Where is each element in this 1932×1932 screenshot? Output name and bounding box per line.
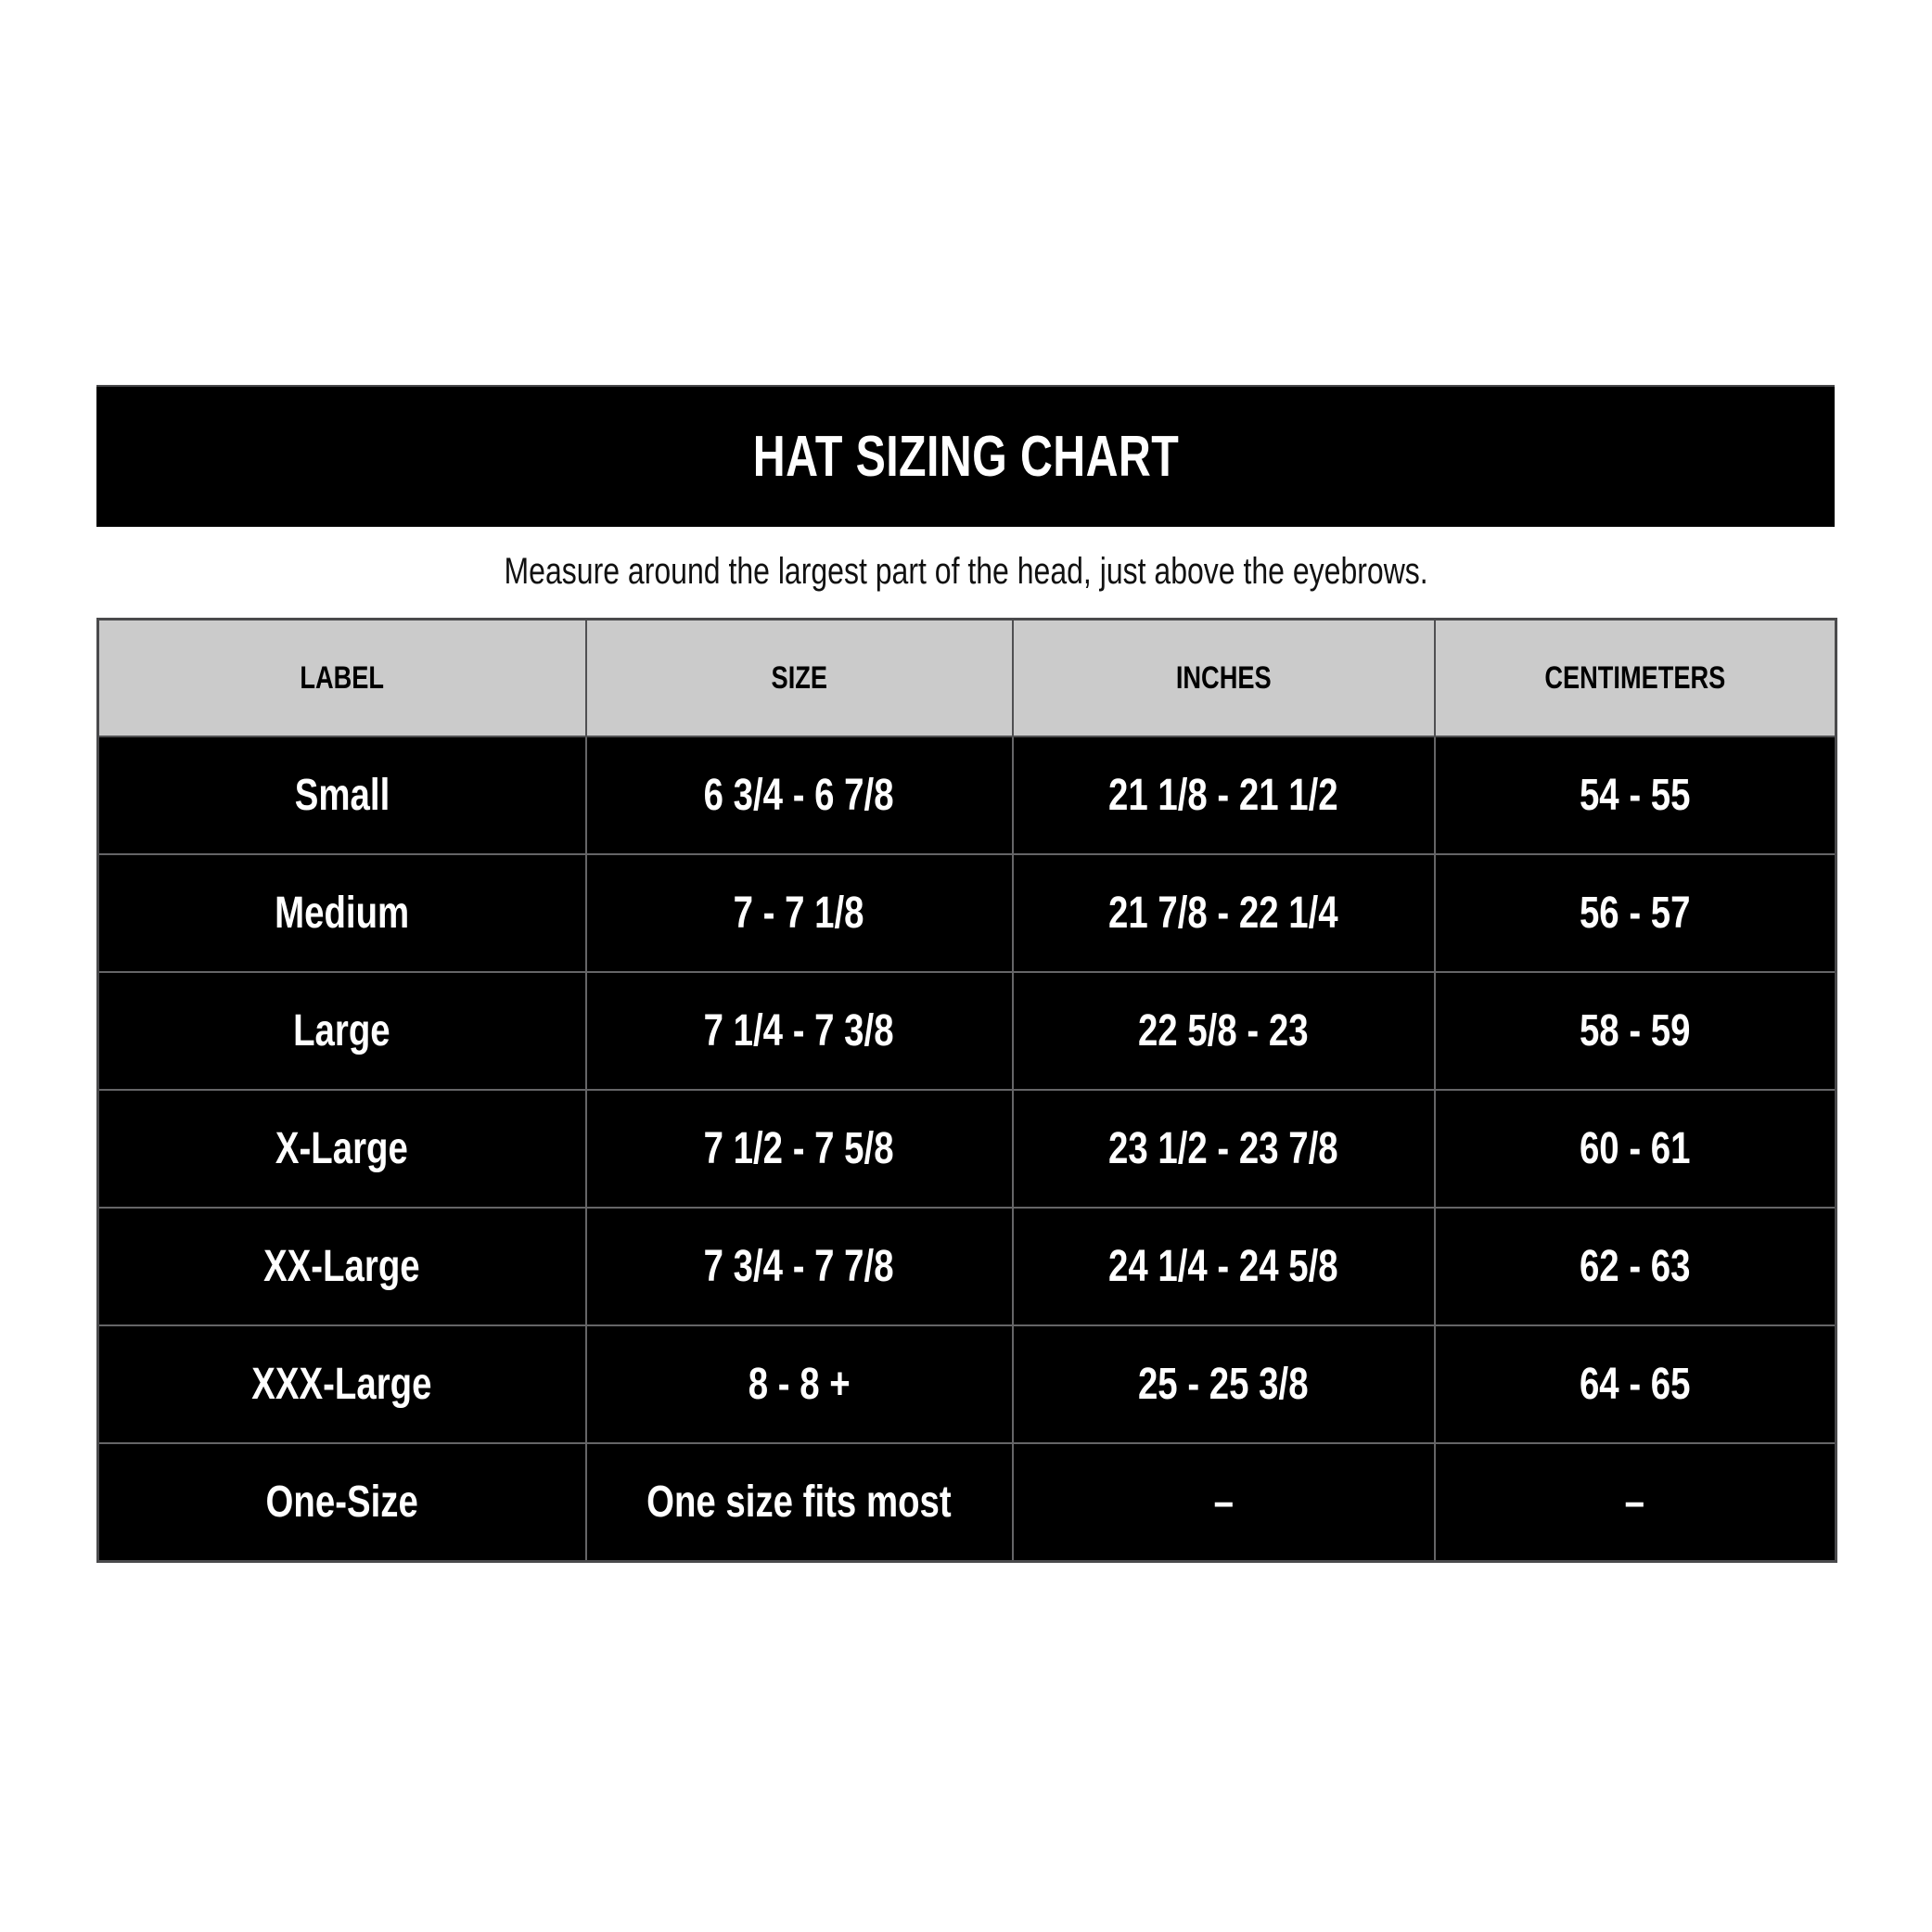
table-row-xx-large: XX-Large 7 3/4 - 7 7/8 24 1/4 - 24 5/8 6… xyxy=(96,1207,1837,1326)
cell-inches: 21 1/8 - 21 1/2 xyxy=(1011,736,1436,855)
cell-label: Medium xyxy=(96,853,587,973)
cell-centimeters: 56 - 57 xyxy=(1433,853,1837,973)
cell-inches: 22 5/8 - 23 xyxy=(1011,971,1436,1091)
cell-size: 7 1/2 - 7 5/8 xyxy=(584,1089,1014,1209)
column-header-label: LABEL xyxy=(96,618,587,737)
cell-label: Small xyxy=(96,736,587,855)
cell-size: One size fits most xyxy=(584,1442,1014,1563)
cell-centimeters: 54 - 55 xyxy=(1433,736,1837,855)
table-header-row: LABEL SIZE INCHES CENTIMETERS xyxy=(96,618,1837,737)
cell-inches: – xyxy=(1011,1442,1436,1563)
column-header-inches: INCHES xyxy=(1011,618,1436,737)
subtitle-text: Measure around the largest part of the h… xyxy=(504,551,1428,592)
title-banner: HAT SIZING CHART xyxy=(96,385,1835,527)
table-row-x-large: X-Large 7 1/2 - 7 5/8 23 1/2 - 23 7/8 60… xyxy=(96,1089,1837,1209)
cell-size: 7 1/4 - 7 3/8 xyxy=(584,971,1014,1091)
table-row-xxx-large: XXX-Large 8 - 8 + 25 - 25 3/8 64 - 65 xyxy=(96,1324,1837,1444)
table-row-small: Small 6 3/4 - 6 7/8 21 1/8 - 21 1/2 54 -… xyxy=(96,736,1837,855)
subtitle: Measure around the largest part of the h… xyxy=(0,547,1932,595)
page-title: HAT SIZING CHART xyxy=(693,424,1239,489)
table-body: Small 6 3/4 - 6 7/8 21 1/8 - 21 1/2 54 -… xyxy=(96,736,1837,1563)
cell-size: 6 3/4 - 6 7/8 xyxy=(584,736,1014,855)
cell-centimeters: – xyxy=(1433,1442,1837,1563)
cell-centimeters: 62 - 63 xyxy=(1433,1207,1837,1326)
cell-inches: 25 - 25 3/8 xyxy=(1011,1324,1436,1444)
cell-inches: 24 1/4 - 24 5/8 xyxy=(1011,1207,1436,1326)
cell-size: 8 - 8 + xyxy=(584,1324,1014,1444)
hat-sizing-table: LABEL SIZE INCHES CENTIMETERS Small 6 3/… xyxy=(96,618,1837,1563)
cell-label: One-Size xyxy=(96,1442,587,1563)
cell-label: XXX-Large xyxy=(96,1324,587,1444)
cell-size: 7 3/4 - 7 7/8 xyxy=(584,1207,1014,1326)
table-row-one-size: One-Size One size fits most – – xyxy=(96,1442,1837,1563)
cell-centimeters: 58 - 59 xyxy=(1433,971,1837,1091)
column-header-size: SIZE xyxy=(584,618,1014,737)
cell-label: Large xyxy=(96,971,587,1091)
cell-inches: 23 1/2 - 23 7/8 xyxy=(1011,1089,1436,1209)
cell-label: XX-Large xyxy=(96,1207,587,1326)
page-title-text: HAT SIZING CHART xyxy=(752,424,1179,489)
table-row-medium: Medium 7 - 7 1/8 21 7/8 - 22 1/4 56 - 57 xyxy=(96,853,1837,973)
cell-centimeters: 60 - 61 xyxy=(1433,1089,1837,1209)
column-header-centimeters: CENTIMETERS xyxy=(1433,618,1837,737)
cell-size: 7 - 7 1/8 xyxy=(584,853,1014,973)
cell-inches: 21 7/8 - 22 1/4 xyxy=(1011,853,1436,973)
cell-centimeters: 64 - 65 xyxy=(1433,1324,1837,1444)
cell-label: X-Large xyxy=(96,1089,587,1209)
table-row-large: Large 7 1/4 - 7 3/8 22 5/8 - 23 58 - 59 xyxy=(96,971,1837,1091)
